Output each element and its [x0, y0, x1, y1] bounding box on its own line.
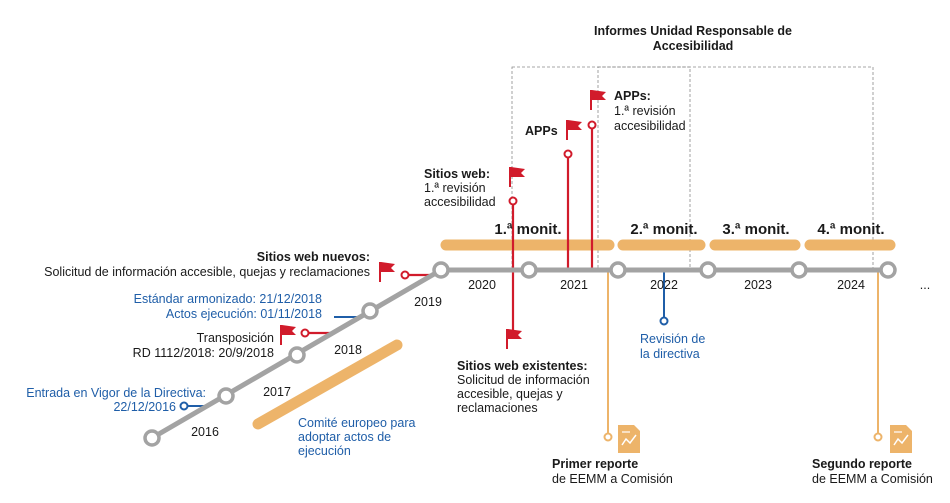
comite-line1: Comité europeo para	[298, 416, 415, 430]
orange-connectors	[607, 272, 879, 433]
node-2020	[520, 261, 538, 279]
flag-icon	[280, 325, 296, 345]
segundo-reporte-line: de EEMM a Comisión	[812, 472, 933, 486]
report-title-line1: Informes Unidad Responsable de	[594, 24, 792, 38]
monitoring-label-2: 2.ª monit.	[630, 221, 697, 238]
primer-reporte-title: Primer reporte	[552, 457, 638, 471]
existentes-line2: accesible, quejas y	[457, 387, 563, 401]
entrada-vigor-date: 22/12/2016	[113, 400, 176, 414]
node-2023	[790, 261, 808, 279]
year-label: 2019	[414, 295, 442, 309]
year-label: 2018	[334, 343, 362, 357]
node-2017	[217, 387, 235, 405]
year-label: 2020	[468, 278, 496, 292]
node-2021	[609, 261, 627, 279]
revision-line1: Revisión de	[640, 332, 705, 346]
apps-review-line2: accesibilidad	[614, 119, 686, 133]
sitios-web-title: Sitios web:	[424, 167, 490, 181]
sitios-web-line2: accesibilidad	[424, 195, 496, 209]
flag-icon	[566, 120, 582, 140]
monitoring-label-1: 1.ª monit.	[494, 221, 561, 238]
transposicion-date: RD 1112/2018: 20/9/2018	[133, 346, 274, 360]
estandar-label: Estándar armonizado: 21/12/2018	[134, 292, 322, 306]
red-dots	[300, 120, 597, 338]
year-label: 2022	[650, 278, 678, 292]
existentes-line3: reclamaciones	[457, 401, 538, 415]
report-title-line2: Accesibilidad	[653, 39, 734, 53]
timeline-nodes	[143, 261, 897, 447]
year-label: 2021	[560, 278, 588, 292]
segundo-reporte-title: Segundo reporte	[812, 457, 912, 471]
year-label: 2016	[191, 425, 219, 439]
node-2018a	[288, 346, 306, 364]
report-document-icon	[618, 425, 640, 453]
flag-icons	[280, 90, 606, 349]
year-label: 2024	[837, 278, 865, 292]
node-2022	[699, 261, 717, 279]
apps-review-title: APPs:	[614, 89, 651, 103]
report-document-icon	[890, 425, 912, 453]
flag-icon	[590, 90, 606, 110]
existentes-line1: Solicitud de información	[457, 373, 590, 387]
apps-review-line1: 1.ª revisión	[614, 104, 676, 118]
orange-dots	[603, 432, 883, 442]
year-label: 2023	[744, 278, 772, 292]
node-2016	[143, 429, 161, 447]
existentes-title: Sitios web existentes:	[457, 359, 588, 373]
node-2019	[432, 261, 450, 279]
node-2024	[879, 261, 897, 279]
entrada-vigor-label: Entrada en Vigor de la Directiva:	[26, 386, 206, 400]
flag-icon	[379, 262, 395, 282]
comite-line3: ejecución	[298, 444, 351, 458]
transposicion-label: Transposición	[197, 331, 274, 345]
blue-dots	[179, 316, 669, 411]
flag-icon	[509, 167, 525, 187]
year-label: 2017	[263, 385, 291, 399]
flag-icon	[506, 329, 522, 349]
primer-reporte-line: de EEMM a Comisión	[552, 472, 673, 486]
sitios-nuevos-title: Sitios web nuevos:	[257, 250, 370, 264]
apps-label: APPs	[525, 124, 558, 138]
revision-line2: la directiva	[640, 347, 700, 361]
actos-label: Actos ejecución: 01/11/2018	[166, 307, 322, 321]
comite-line2: adoptar actos de	[298, 430, 391, 444]
red-connectors	[307, 127, 594, 337]
node-2018b	[361, 302, 379, 320]
sitios-web-line1: 1.ª revisión	[424, 181, 486, 195]
monitoring-label-4: 4.ª monit.	[817, 221, 884, 238]
monitoring-label-3: 3.ª monit.	[722, 221, 789, 238]
sitios-nuevos-desc: Solicitud de información accesible, quej…	[44, 265, 370, 279]
year-ellipsis: ...	[920, 278, 930, 292]
committee-bar	[252, 339, 403, 430]
